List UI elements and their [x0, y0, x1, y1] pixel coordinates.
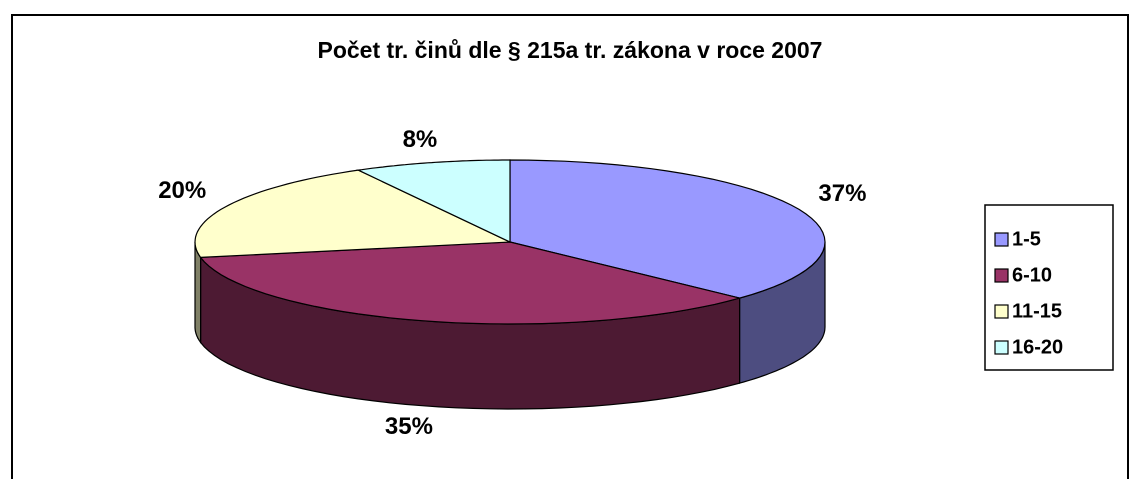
- pie-slice: [356, 159, 511, 243]
- legend-label: 6-10: [1012, 264, 1052, 286]
- legend-swatch: [994, 304, 1009, 319]
- data-label: 35%: [385, 413, 433, 440]
- data-label: 20%: [158, 177, 206, 204]
- legend-label: 11-15: [1012, 300, 1062, 322]
- pie-slice: [509, 159, 826, 299]
- legend-label: 1-5: [1012, 228, 1041, 250]
- pie-slice: [194, 169, 511, 259]
- legend-swatch: [994, 268, 1009, 283]
- data-label: 8%: [403, 126, 438, 153]
- legend-swatch: [994, 232, 1009, 247]
- chart-title: Počet tr. činů dle § 215a tr. zákona v r…: [318, 37, 823, 63]
- chart-frame: [11, 14, 1129, 479]
- data-label: 37%: [818, 180, 866, 207]
- legend-swatch: [994, 340, 1009, 355]
- legend-label: 16-20: [1012, 336, 1063, 358]
- pie-slice: [199, 241, 740, 325]
